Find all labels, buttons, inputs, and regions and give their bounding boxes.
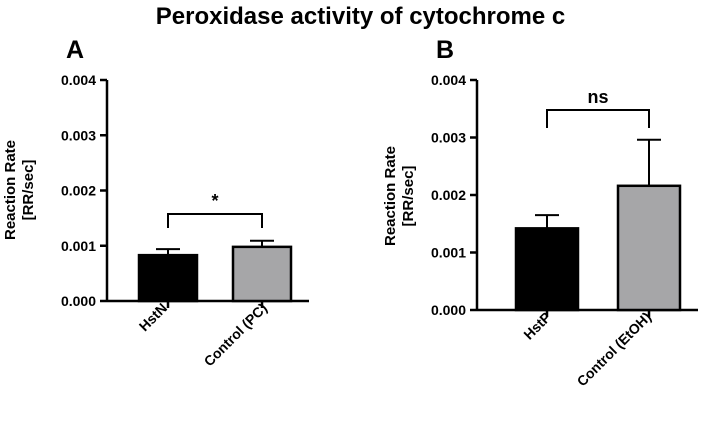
panel-letter-a: A <box>66 36 85 64</box>
bar-a <box>137 253 199 303</box>
y-tick-label-a: 0.004 <box>61 72 96 88</box>
bar-b <box>616 184 682 312</box>
panel-letter-b: B <box>436 36 455 64</box>
significance-bracket-a <box>167 213 263 228</box>
y-tick-label-a: 0.003 <box>61 127 96 143</box>
y-tick-label-b: 0.003 <box>431 130 466 146</box>
bar-b <box>514 227 580 312</box>
category-label-b: Control (EtOH) <box>574 309 655 390</box>
y-tick-label-b: 0.001 <box>431 245 466 261</box>
y-axis-title-b: Reaction Rate[RR/sec] <box>382 146 417 246</box>
y-tick-label-b: 0.002 <box>431 187 466 203</box>
significance-label-b: ns <box>587 87 608 107</box>
y-tick-label-a: 0.001 <box>61 238 96 254</box>
category-label-a: Control (PC) <box>201 300 271 370</box>
chart-title: Peroxidase activity of cytochrome c <box>155 3 566 30</box>
bar-a <box>231 245 293 303</box>
y-axis-title-a: Reaction Rate[RR/sec] <box>2 140 37 240</box>
y-tick-label-a: 0.002 <box>61 183 96 199</box>
category-label-a: HstN <box>136 300 170 334</box>
significance-bracket-b <box>546 109 650 128</box>
y-tick-label-b: 0.004 <box>431 72 466 88</box>
category-label-b: HstP <box>520 309 554 343</box>
y-tick-label-b: 0.000 <box>431 302 466 318</box>
significance-label-a: * <box>211 191 218 211</box>
y-tick-label-a: 0.000 <box>61 293 96 309</box>
